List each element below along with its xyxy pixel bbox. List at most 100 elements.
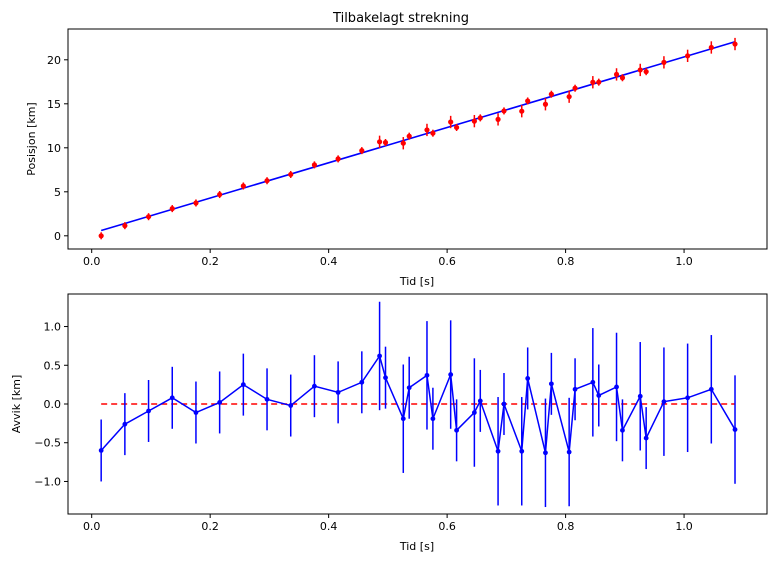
measurement-point: [98, 233, 104, 239]
measurement-point: [193, 200, 199, 206]
residual-point: [240, 382, 246, 388]
residual-line: [100, 354, 736, 453]
measurement-point: [542, 101, 549, 107]
residual-point: [495, 448, 501, 454]
measurement-point: [566, 94, 572, 100]
measurement-point: [264, 178, 270, 184]
measurement-point: [359, 148, 365, 154]
measurement-point: [519, 108, 525, 114]
measurement-point: [613, 71, 620, 78]
measurement-point: [495, 116, 501, 122]
residual-point: [732, 427, 738, 432]
measurement-point: [453, 124, 460, 131]
residual-point: [146, 408, 151, 414]
y-tick-label: −0.5: [34, 437, 61, 450]
residual-point: [501, 401, 507, 407]
residual-plot-y-axis-label: Avvik [km]: [10, 375, 23, 434]
measurement-point: [661, 59, 667, 65]
residual-point: [430, 416, 436, 422]
residual-point: [519, 448, 525, 454]
position-plot-x-axis-label: Tid [s]: [399, 275, 434, 288]
residual-point: [312, 383, 317, 389]
residual-point: [400, 416, 406, 422]
chart-title: Tilbakelagt strekning: [332, 11, 469, 26]
residual-point: [448, 372, 454, 377]
x-tick-label: 0.6: [438, 520, 456, 533]
measurement-point: [406, 133, 412, 139]
measurement-point: [619, 75, 626, 81]
x-tick-label: 0.2: [201, 520, 219, 533]
residual-point: [590, 379, 596, 385]
x-tick-label: 0.8: [557, 520, 575, 533]
measurement-point: [288, 171, 294, 178]
residual-point: [454, 427, 459, 433]
position-plot: Tilbakelagt strekning 0.0 0.2 0.4 0.6 0.8 1.0…: [25, 11, 768, 288]
measurement-point: [424, 127, 430, 133]
residual-point: [614, 384, 619, 390]
residual-point: [708, 386, 714, 392]
residual-point: [637, 393, 643, 399]
measurement-point: [708, 44, 714, 51]
measurement-point: [685, 53, 691, 59]
measurement-point: [548, 91, 554, 97]
x-tick-label: 0.4: [320, 520, 338, 533]
y-tick-label: 0.0: [44, 398, 62, 411]
residual-point: [217, 400, 223, 405]
residual-plot-y-ticks: −1.0 −0.5 0.0 0.5 1.0: [34, 321, 68, 488]
position-plot-y-axis-label: Posisjon [km]: [25, 102, 38, 175]
x-tick-label: 0.2: [201, 255, 219, 268]
measurement-point: [430, 130, 436, 136]
x-tick-label: 0.0: [83, 255, 101, 268]
measurement-point: [122, 223, 128, 229]
measurement-point: [335, 156, 341, 162]
residual-plot-x-axis-label: Tid [s]: [399, 540, 434, 553]
measurement-point: [471, 118, 477, 124]
measurement-point: [637, 67, 643, 73]
x-tick-label: 0.0: [83, 520, 101, 533]
residual-point: [596, 393, 602, 398]
fit-line: [100, 40, 736, 232]
residual-point: [98, 448, 104, 453]
residual-plot-x-ticks: 0.0 0.2 0.4 0.6 0.8 1.0: [83, 514, 693, 533]
residual-point: [471, 410, 477, 415]
residual-point: [477, 398, 483, 404]
measurement-point: [382, 139, 389, 146]
measurement-point: [643, 69, 649, 75]
residual-point: [566, 449, 572, 455]
y-tick-label: 10: [47, 142, 61, 155]
position-plot-x-ticks: 0.0 0.2 0.4 0.6 0.8 1.0: [83, 249, 693, 268]
measurement-point: [448, 119, 454, 125]
residual-point: [264, 396, 270, 402]
measurement-point: [376, 139, 383, 145]
y-tick-label: 5: [54, 186, 61, 199]
position-plot-frame: [67, 28, 768, 250]
measurement-point: [477, 115, 483, 121]
residual-point: [572, 386, 578, 392]
residual-point: [543, 450, 548, 456]
y-tick-label: 0.5: [44, 359, 62, 372]
residual-point: [288, 403, 294, 408]
residual-point: [335, 389, 341, 395]
y-tick-label: −1.0: [34, 475, 61, 488]
x-tick-label: 1.0: [675, 255, 693, 268]
y-tick-label: 20: [47, 54, 61, 67]
residual-plot-marks: [98, 301, 738, 508]
x-tick-label: 0.8: [557, 255, 575, 268]
residual-point: [661, 399, 667, 405]
position-plot-marks: [98, 37, 738, 240]
measurement-point: [240, 183, 246, 189]
residual-point: [548, 381, 554, 387]
residual-point: [359, 379, 365, 385]
x-tick-label: 0.4: [320, 255, 338, 268]
residual-point: [685, 395, 691, 401]
residual-point: [193, 410, 199, 415]
residual-point: [620, 427, 625, 433]
residual-point: [383, 375, 388, 381]
residual-point: [406, 385, 412, 391]
y-tick-label: 0: [54, 230, 61, 243]
x-tick-label: 1.0: [675, 520, 693, 533]
position-plot-y-ticks: 0 5 10 15 20: [47, 54, 68, 243]
measurement-point: [525, 98, 531, 104]
measurement-point: [145, 214, 152, 220]
